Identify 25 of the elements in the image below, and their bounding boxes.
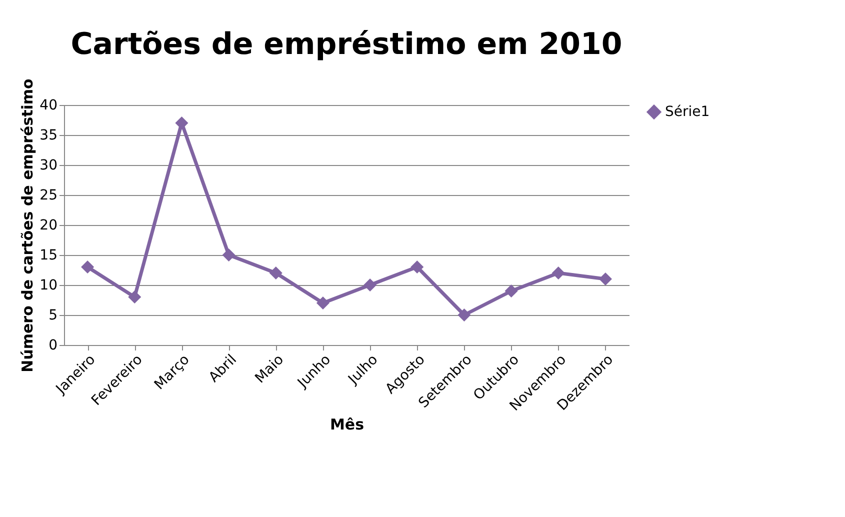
point <box>175 116 188 130</box>
point <box>458 308 471 322</box>
point <box>410 260 424 274</box>
point <box>552 266 565 280</box>
y-axis-title: Número de cartões de empréstimo <box>18 78 37 372</box>
y-tick-label: 25 <box>40 188 58 204</box>
point <box>504 284 518 298</box>
chart-title: Cartões de empréstimo em 2010 <box>70 27 622 62</box>
point <box>269 266 282 280</box>
legend-label: Série1 <box>665 104 710 120</box>
point <box>81 260 94 274</box>
y-tick-label: 10 <box>40 278 58 294</box>
y-tick-label: 15 <box>40 248 58 264</box>
y-tick-label: 40 <box>40 98 58 114</box>
point <box>598 272 612 286</box>
x-axis-title: Mês <box>330 416 364 434</box>
y-tick-label: 30 <box>40 158 58 174</box>
point <box>222 248 236 262</box>
point <box>316 296 330 310</box>
y-tick-label: 0 <box>48 338 58 354</box>
y-tick-label: 35 <box>40 128 58 144</box>
y-tick-label: 5 <box>48 308 58 324</box>
y-tick-label: 20 <box>40 218 58 234</box>
point <box>128 290 142 304</box>
point <box>364 278 377 292</box>
